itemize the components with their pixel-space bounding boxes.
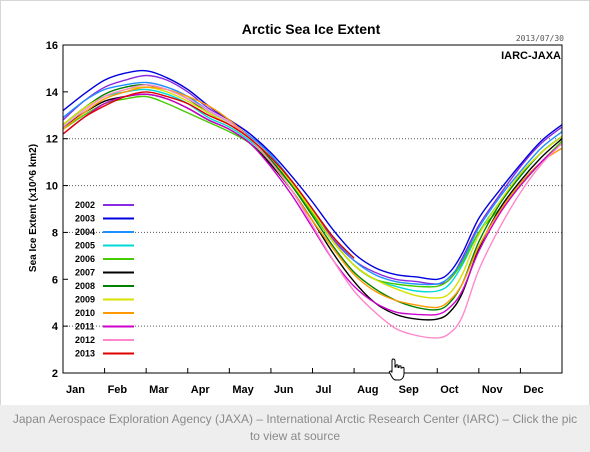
series-line-2005 xyxy=(62,88,563,293)
x-tick-label: Oct xyxy=(440,384,459,396)
chart-title: Arctic Sea Ice Extent xyxy=(242,21,381,37)
series-line-2006 xyxy=(62,95,563,288)
date-stamp: 2013/07/30 xyxy=(516,34,564,43)
series-line-2003 xyxy=(62,69,563,281)
legend: 2002 2003 2004 2005 2006 2007 2008 2009 2010 2011… xyxy=(75,200,134,359)
y-tick-label: 8 xyxy=(52,227,58,239)
series-line-2002 xyxy=(62,74,563,285)
series-layer xyxy=(62,69,563,339)
x-tick-label: Apr xyxy=(191,384,211,396)
legend-label: 2009 xyxy=(75,295,95,305)
x-tick-label: Sep xyxy=(399,384,419,396)
series-line-2004 xyxy=(62,81,563,286)
y-tick-label: 14 xyxy=(46,87,59,99)
y-tick-label: 16 xyxy=(46,40,58,52)
grid-layer xyxy=(63,138,562,327)
x-tick-label: Jan xyxy=(66,384,85,396)
x-tick-label: Mar xyxy=(149,384,169,396)
x-tick-label: Aug xyxy=(357,384,378,396)
legend-label: 2005 xyxy=(75,241,95,251)
x-tick-label: Jul xyxy=(316,384,332,396)
x-tick-label: Jun xyxy=(274,384,294,396)
series-line-2010 xyxy=(62,86,563,309)
x-tick-label: May xyxy=(232,384,254,396)
series-line-2012 xyxy=(62,84,563,339)
legend-label: 2007 xyxy=(75,268,95,278)
chart-frame[interactable]: Arctic Sea Ice Extent 2013/07/30 IARC-JA… xyxy=(0,0,590,406)
legend-label: 2008 xyxy=(75,281,95,291)
caption-bar xyxy=(0,405,590,452)
series-line-2008 xyxy=(62,84,563,311)
image-caption[interactable]: Japan Aerospace Exploration Agency (JAXA… xyxy=(12,412,578,443)
chart-svg: Arctic Sea Ice Extent 2013/07/30 IARC-JA… xyxy=(28,21,564,396)
hand-cursor-icon xyxy=(388,358,405,381)
series-line-2013 xyxy=(62,91,355,259)
y-tick-label: 6 xyxy=(52,274,58,286)
legend-label: 2013 xyxy=(75,349,95,359)
series-line-2009 xyxy=(62,86,563,299)
legend-label: 2010 xyxy=(75,308,95,318)
x-tick-label: Feb xyxy=(108,384,128,396)
y-tick-label: 12 xyxy=(46,134,58,146)
legend-label: 2011 xyxy=(75,322,95,332)
y-tick-label: 4 xyxy=(52,321,59,333)
axis-layer: 2 4 6 8 10 12 14 16 Jan Feb Mar Apr May Jun Jul Aug Sep O… xyxy=(46,40,544,396)
legend-label: 2006 xyxy=(75,254,95,264)
legend-label: 2003 xyxy=(75,214,95,224)
legend-label: 2002 xyxy=(75,200,95,210)
x-tick-label: Dec xyxy=(523,384,543,396)
series-line-2011 xyxy=(62,93,563,316)
legend-label: 2012 xyxy=(75,335,95,345)
y-tick-label: 2 xyxy=(52,368,58,380)
y-tick-label: 10 xyxy=(46,181,58,193)
legend-label: 2004 xyxy=(75,227,95,237)
y-axis-label: Sea Ice Extent (x10^6 km2) xyxy=(28,144,39,272)
x-tick-label: Nov xyxy=(482,384,504,396)
source-label: IARC-JAXA xyxy=(501,50,561,62)
